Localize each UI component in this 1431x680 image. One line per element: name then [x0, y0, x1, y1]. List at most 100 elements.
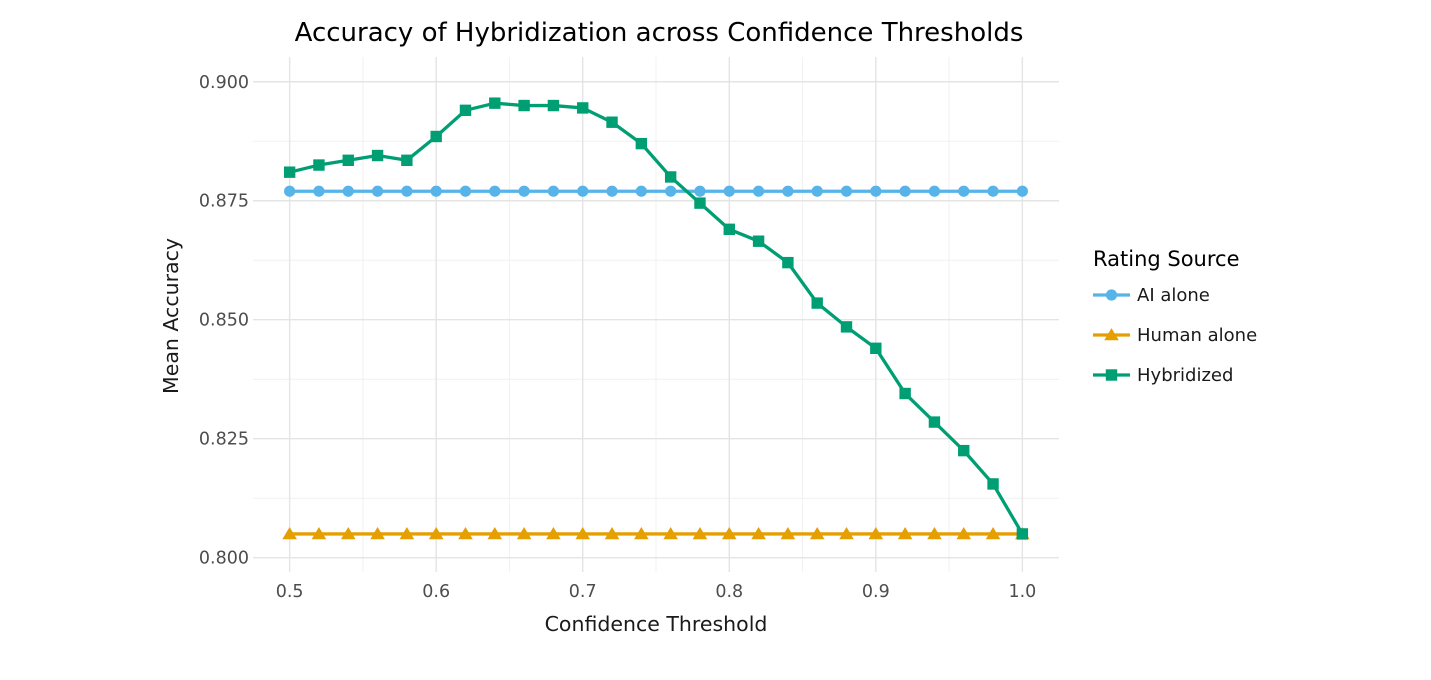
legend-key-circle-icon [1105, 289, 1118, 301]
data-point-hybridized [694, 197, 706, 209]
data-point-human-alone [487, 527, 503, 540]
x-axis-label: Confidence Threshold [545, 612, 768, 636]
data-point-ai-alone [782, 185, 794, 197]
legend-label: Human alone [1137, 325, 1257, 346]
x-tick-label: 0.5 [276, 582, 304, 602]
data-point-human-alone [868, 527, 884, 540]
data-point-hybridized [518, 99, 530, 112]
gridlines [253, 57, 1059, 572]
legend-label: AI alone [1137, 285, 1210, 306]
data-point-ai-alone [752, 185, 765, 197]
legend-item-hybridized: Hybridized [1093, 365, 1233, 386]
data-point-human-alone [692, 527, 708, 540]
data-point-human-alone [311, 527, 327, 540]
data-point-ai-alone [694, 185, 706, 197]
x-tick-label: 0.9 [862, 582, 890, 602]
axis-tick-labels: 0.800 0.825 0.850 0.875 0.900 0.5 0.6 0.7 0.8 0.9… [199, 73, 1036, 602]
data-point-hybridized [1016, 528, 1029, 540]
data-point-human-alone [809, 527, 825, 540]
data-point-ai-alone [958, 185, 970, 197]
legend: Rating Source AI alone Human alone Hybridi… [1093, 247, 1257, 386]
data-point-ai-alone [606, 185, 618, 197]
data-point-hybridized [283, 166, 296, 178]
data-point-human-alone [340, 527, 356, 540]
data-point-ai-alone [665, 185, 677, 197]
data-point-ai-alone [1016, 185, 1028, 197]
y-tick-label: 0.800 [199, 549, 249, 569]
data-point-hybridized [459, 104, 472, 117]
data-point-human-alone [721, 527, 737, 540]
data-point-ai-alone [547, 185, 560, 197]
data-point-hybridized [928, 416, 941, 428]
data-point-human-alone [399, 527, 415, 540]
data-point-ai-alone [342, 185, 354, 197]
data-point-ai-alone [401, 185, 413, 197]
data-point-human-alone [839, 527, 854, 540]
y-axis-label: Mean Accuracy [159, 238, 183, 394]
data-point-human-alone [897, 527, 913, 540]
data-point-human-alone [428, 527, 444, 540]
legend-key-square-icon [1105, 369, 1118, 381]
data-point-ai-alone [811, 185, 823, 197]
data-point-hybridized [430, 130, 442, 143]
data-point-human-alone [985, 527, 1001, 540]
legend-item-human-alone: Human alone [1093, 325, 1257, 346]
y-tick-label: 0.900 [199, 73, 249, 93]
data-point-hybridized [811, 297, 823, 309]
data-point-human-alone [370, 527, 385, 540]
data-point-hybridized [489, 97, 501, 109]
data-point-hybridized [958, 444, 970, 457]
data-point-hybridized [664, 171, 677, 183]
legend-items: AI alone Human alone Hybridized [1093, 285, 1257, 386]
data-point-ai-alone [518, 185, 530, 197]
data-point-ai-alone [870, 185, 882, 197]
data-point-hybridized [870, 342, 882, 354]
data-point-hybridized [752, 235, 765, 247]
data-point-ai-alone [371, 185, 384, 197]
legend-title: Rating Source [1093, 247, 1240, 271]
data-point-human-alone [546, 527, 561, 540]
data-point-hybridized [577, 102, 589, 114]
series-ai-alone [284, 185, 1028, 197]
x-tick-label: 0.8 [715, 582, 743, 602]
data-point-hybridized [635, 137, 648, 150]
data-point-hybridized [342, 154, 354, 166]
data-point-human-alone [634, 527, 649, 540]
data-point-hybridized [371, 149, 384, 162]
legend-key-triangle-icon [1104, 328, 1119, 341]
data-point-human-alone [956, 527, 972, 540]
series-human-alone [282, 527, 1030, 540]
series-layer [282, 97, 1030, 540]
data-point-hybridized [899, 387, 911, 400]
x-tick-label: 0.7 [569, 582, 597, 602]
y-tick-label: 0.875 [199, 192, 249, 212]
data-point-ai-alone [313, 185, 325, 197]
x-tick-label: 0.6 [422, 582, 450, 602]
data-point-hybridized [606, 116, 618, 128]
data-point-ai-alone [489, 185, 501, 197]
data-point-human-alone [927, 527, 942, 540]
data-point-hybridized [782, 256, 794, 269]
legend-item-ai-alone: AI alone [1093, 285, 1210, 306]
data-point-ai-alone [459, 185, 472, 197]
y-tick-label: 0.825 [199, 430, 249, 450]
data-point-hybridized [401, 154, 413, 166]
data-point-hybridized [547, 99, 560, 112]
data-point-human-alone [458, 527, 473, 540]
data-point-ai-alone [840, 185, 853, 197]
data-point-ai-alone [899, 185, 911, 197]
data-point-ai-alone [635, 185, 647, 197]
data-point-human-alone [663, 527, 678, 540]
data-point-ai-alone [577, 185, 589, 197]
data-point-ai-alone [430, 185, 442, 197]
data-point-human-alone [282, 527, 297, 540]
data-point-human-alone [751, 527, 766, 540]
data-point-human-alone [516, 527, 532, 540]
data-point-hybridized [723, 223, 735, 236]
data-point-ai-alone [928, 185, 941, 197]
legend-label: Hybridized [1137, 365, 1233, 386]
y-tick-label: 0.850 [199, 311, 249, 331]
data-point-ai-alone [284, 185, 296, 197]
data-point-hybridized [313, 159, 325, 171]
